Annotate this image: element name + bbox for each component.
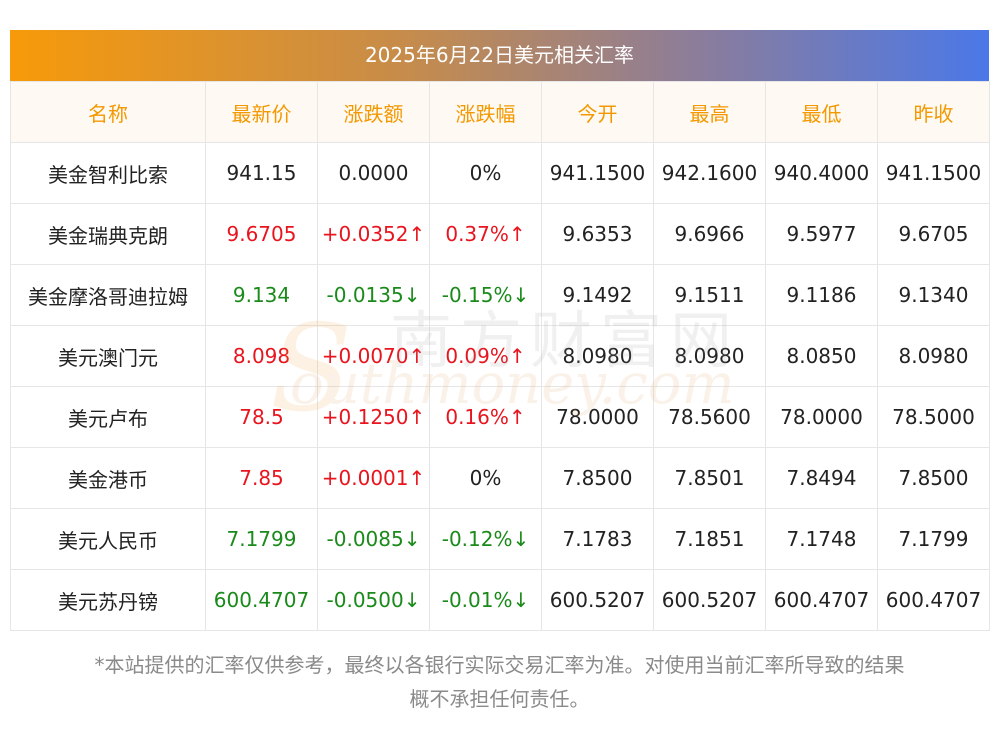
table-row: 美元人民币 7.1799 -0.0085↓ -0.12%↓ 7.1783 7.1851 7.… <box>10 508 990 570</box>
cell-name: 美元卢布 <box>10 386 206 448</box>
cell-name: 美金瑞典克朗 <box>10 203 206 265</box>
disclaimer-note: *本站提供的汇率仅供参考，最终以各银行实际交易汇率为准。对使用当前汇率所导致的结… <box>10 648 989 716</box>
cell-change: +0.0070↑ <box>317 325 430 387</box>
disclaimer-line-2: 概不承担任何责任。 <box>409 687 590 711</box>
cell-pct: -0.01%↓ <box>429 569 542 631</box>
header-change: 涨跌额 <box>317 81 430 143</box>
cell-open: 8.0980 <box>541 325 654 387</box>
cell-low: 7.8494 <box>765 447 878 509</box>
cell-pct: 0% <box>429 142 542 204</box>
cell-prev: 7.1799 <box>877 508 990 570</box>
cell-change: -0.0135↓ <box>317 264 430 326</box>
cell-high: 9.1511 <box>653 264 766 326</box>
header-open: 今开 <box>541 81 654 143</box>
cell-high: 942.1600 <box>653 142 766 204</box>
cell-prev: 9.6705 <box>877 203 990 265</box>
cell-change: -0.0085↓ <box>317 508 430 570</box>
table-title: 2025年6月22日美元相关汇率 <box>10 30 989 81</box>
table-row: 美元卢布 78.5 +0.1250↑ 0.16%↑ 78.0000 78.5600 78.0… <box>10 386 990 448</box>
cell-high: 600.5207 <box>653 569 766 631</box>
cell-low: 7.1748 <box>765 508 878 570</box>
cell-low: 940.4000 <box>765 142 878 204</box>
table-row: 美金港币 7.85 +0.0001↑ 0% 7.8500 7.8501 7.8494 7.85… <box>10 447 990 509</box>
cell-latest: 9.134 <box>205 264 318 326</box>
cell-pct: 0.16%↑ <box>429 386 542 448</box>
table-row: 美元苏丹镑 600.4707 -0.0500↓ -0.01%↓ 600.5207 600.… <box>10 569 990 631</box>
cell-pct: 0% <box>429 447 542 509</box>
cell-change: -0.0500↓ <box>317 569 430 631</box>
cell-pct: -0.12%↓ <box>429 508 542 570</box>
cell-latest: 9.6705 <box>205 203 318 265</box>
header-high: 最高 <box>653 81 766 143</box>
cell-low: 9.5977 <box>765 203 878 265</box>
cell-latest: 78.5 <box>205 386 318 448</box>
cell-change: +0.0352↑ <box>317 203 430 265</box>
table-row: 美金智利比索 941.15 0.0000 0% 941.1500 942.1600 940.… <box>10 142 990 204</box>
cell-low: 8.0850 <box>765 325 878 387</box>
cell-latest: 8.098 <box>205 325 318 387</box>
header-pct: 涨跌幅 <box>429 81 542 143</box>
cell-name: 美金摩洛哥迪拉姆 <box>10 264 206 326</box>
cell-prev: 9.1340 <box>877 264 990 326</box>
cell-latest: 941.15 <box>205 142 318 204</box>
cell-latest: 7.1799 <box>205 508 318 570</box>
cell-name: 美元人民币 <box>10 508 206 570</box>
cell-prev: 600.4707 <box>877 569 990 631</box>
disclaimer-line-1: *本站提供的汇率仅供参考，最终以各银行实际交易汇率为准。对使用当前汇率所导致的结… <box>94 653 905 677</box>
cell-low: 78.0000 <box>765 386 878 448</box>
cell-change: 0.0000 <box>317 142 430 204</box>
cell-change: +0.0001↑ <box>317 447 430 509</box>
cell-open: 78.0000 <box>541 386 654 448</box>
header-low: 最低 <box>765 81 878 143</box>
cell-high: 7.8501 <box>653 447 766 509</box>
cell-name: 美元苏丹镑 <box>10 569 206 631</box>
table-row: 美金摩洛哥迪拉姆 9.134 -0.0135↓ -0.15%↓ 9.1492 9.1511… <box>10 264 990 326</box>
cell-open: 600.5207 <box>541 569 654 631</box>
header-prev: 昨收 <box>877 81 990 143</box>
cell-high: 7.1851 <box>653 508 766 570</box>
table-row: 美元澳门元 8.098 +0.0070↑ 0.09%↑ 8.0980 8.0980 8.08… <box>10 325 990 387</box>
cell-low: 9.1186 <box>765 264 878 326</box>
cell-high: 9.6966 <box>653 203 766 265</box>
cell-open: 9.6353 <box>541 203 654 265</box>
cell-pct: 0.09%↑ <box>429 325 542 387</box>
cell-latest: 600.4707 <box>205 569 318 631</box>
cell-prev: 7.8500 <box>877 447 990 509</box>
cell-change: +0.1250↑ <box>317 386 430 448</box>
exchange-rate-table: 名称 最新价 涨跌额 涨跌幅 今开 最高 最低 昨收 美金智利比索 941.15 0… <box>10 81 990 631</box>
cell-name: 美金智利比索 <box>10 142 206 204</box>
cell-open: 941.1500 <box>541 142 654 204</box>
rate-table-container: 2025年6月22日美元相关汇率 名称 最新价 涨跌额 涨跌幅 今开 最高 最低… <box>10 30 990 631</box>
cell-low: 600.4707 <box>765 569 878 631</box>
cell-pct: 0.37%↑ <box>429 203 542 265</box>
cell-name: 美金港币 <box>10 447 206 509</box>
cell-prev: 8.0980 <box>877 325 990 387</box>
cell-high: 8.0980 <box>653 325 766 387</box>
header-row: 名称 最新价 涨跌额 涨跌幅 今开 最高 最低 昨收 <box>10 81 990 143</box>
cell-open: 9.1492 <box>541 264 654 326</box>
cell-high: 78.5600 <box>653 386 766 448</box>
cell-pct: -0.15%↓ <box>429 264 542 326</box>
cell-latest: 7.85 <box>205 447 318 509</box>
header-name: 名称 <box>10 81 206 143</box>
cell-prev: 78.5000 <box>877 386 990 448</box>
cell-open: 7.8500 <box>541 447 654 509</box>
table-row: 美金瑞典克朗 9.6705 +0.0352↑ 0.37%↑ 9.6353 9.6966 9.… <box>10 203 990 265</box>
cell-open: 7.1783 <box>541 508 654 570</box>
header-latest: 最新价 <box>205 81 318 143</box>
cell-prev: 941.1500 <box>877 142 990 204</box>
cell-name: 美元澳门元 <box>10 325 206 387</box>
